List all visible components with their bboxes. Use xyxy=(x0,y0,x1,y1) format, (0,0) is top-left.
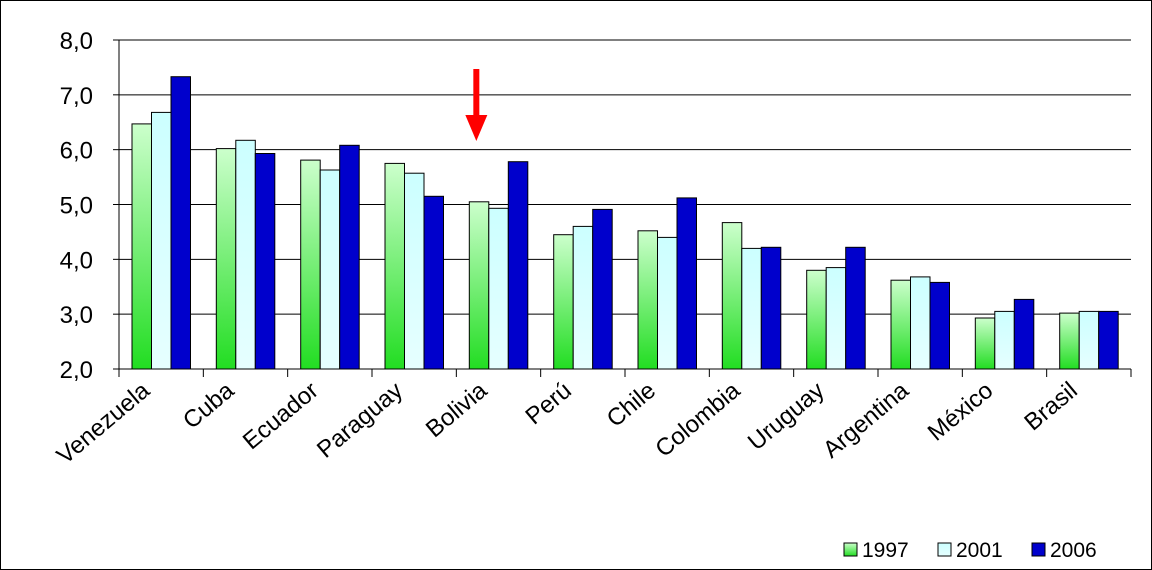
y-tick-label: 4,0 xyxy=(60,247,93,274)
bar-1997-ecuador xyxy=(300,159,321,370)
arrow-head xyxy=(465,115,488,141)
bar-2006-brasil xyxy=(1098,310,1119,370)
bar-2001-méxico xyxy=(994,310,1015,370)
y-tick-label: 5,0 xyxy=(60,193,93,220)
gridlines xyxy=(119,39,1131,315)
bar-2006-colombia xyxy=(760,246,782,370)
bar-1997-cuba xyxy=(215,148,237,370)
y-tick-label: 6,0 xyxy=(60,138,93,165)
bar-2006-méxico xyxy=(1013,298,1035,370)
legend-swatch-2006 xyxy=(1031,542,1046,557)
bar-1997-brasil xyxy=(1059,312,1080,370)
y-tick-label: 7,0 xyxy=(60,83,93,110)
x-category-label: Paraguay xyxy=(312,377,408,464)
bar-2006-ecuador xyxy=(339,144,360,370)
x-category-label: Uruguay xyxy=(743,377,830,456)
bar-2001-paraguay xyxy=(404,172,425,370)
bar-1997-méxico xyxy=(974,317,996,370)
x-category-label: Cuba xyxy=(178,376,240,434)
x-category-label: Brasil xyxy=(1019,377,1082,436)
bar-1997-paraguay xyxy=(384,162,405,370)
legend: 1997 2001 2006 xyxy=(843,539,1097,562)
legend-label-2006: 2006 xyxy=(1050,539,1097,562)
x-category-label: Bolivia xyxy=(421,376,493,443)
x-category-label: Chile xyxy=(602,377,661,433)
bar-2001-ecuador xyxy=(319,169,341,370)
bar-2006-paraguay xyxy=(423,195,444,370)
bar-2001-argentina xyxy=(910,276,931,370)
bar-1997-perú xyxy=(553,234,574,370)
bar-2006-perú xyxy=(592,208,613,370)
bar-1997-venezuela xyxy=(131,123,152,370)
bar-2001-cuba xyxy=(235,139,256,370)
legend-swatch-2001 xyxy=(937,542,952,557)
bar-2006-venezuela xyxy=(170,76,191,370)
bar-2006-chile xyxy=(676,197,697,370)
bar-2001-perú xyxy=(572,225,594,370)
bar-2001-uruguay xyxy=(825,267,847,370)
bar-2001-bolivia xyxy=(488,207,509,370)
y-tick-label: 8,0 xyxy=(60,28,93,55)
bar-2006-cuba xyxy=(254,153,276,370)
y-tick-label: 3,0 xyxy=(60,302,93,329)
bar-1997-uruguay xyxy=(806,269,827,370)
x-category-label: Perú xyxy=(520,377,576,430)
bar-1997-colombia xyxy=(721,222,743,370)
legend-swatch-1997 xyxy=(843,542,858,557)
bar-2006-uruguay xyxy=(845,246,866,370)
bar-1997-argentina xyxy=(890,279,911,370)
legend-label-2001: 2001 xyxy=(956,539,1003,562)
legend-label-1997: 1997 xyxy=(862,539,909,562)
x-category-label: Ecuador xyxy=(238,377,324,455)
bars xyxy=(131,76,1119,370)
bar-2001-brasil xyxy=(1078,310,1100,370)
bar-2001-venezuela xyxy=(151,111,172,370)
y-tick-label: 2,0 xyxy=(60,357,93,384)
x-category-label: Venezuela xyxy=(52,376,156,469)
bar-2001-colombia xyxy=(741,247,762,370)
x-category-label: Colombia xyxy=(650,377,746,463)
x-category-label: México xyxy=(923,377,999,447)
annotation-arrow xyxy=(465,69,488,141)
x-category-label: Argentina xyxy=(818,377,915,464)
bar-2001-chile xyxy=(657,236,678,370)
bar-1997-chile xyxy=(637,230,658,370)
bar-1997-bolivia xyxy=(468,201,490,370)
y-tick-labels: 2,0 3,0 4,0 5,0 6,0 7,0 8,0 xyxy=(60,28,119,384)
bar-2006-bolivia xyxy=(507,161,529,370)
bar-2006-argentina xyxy=(929,281,950,370)
